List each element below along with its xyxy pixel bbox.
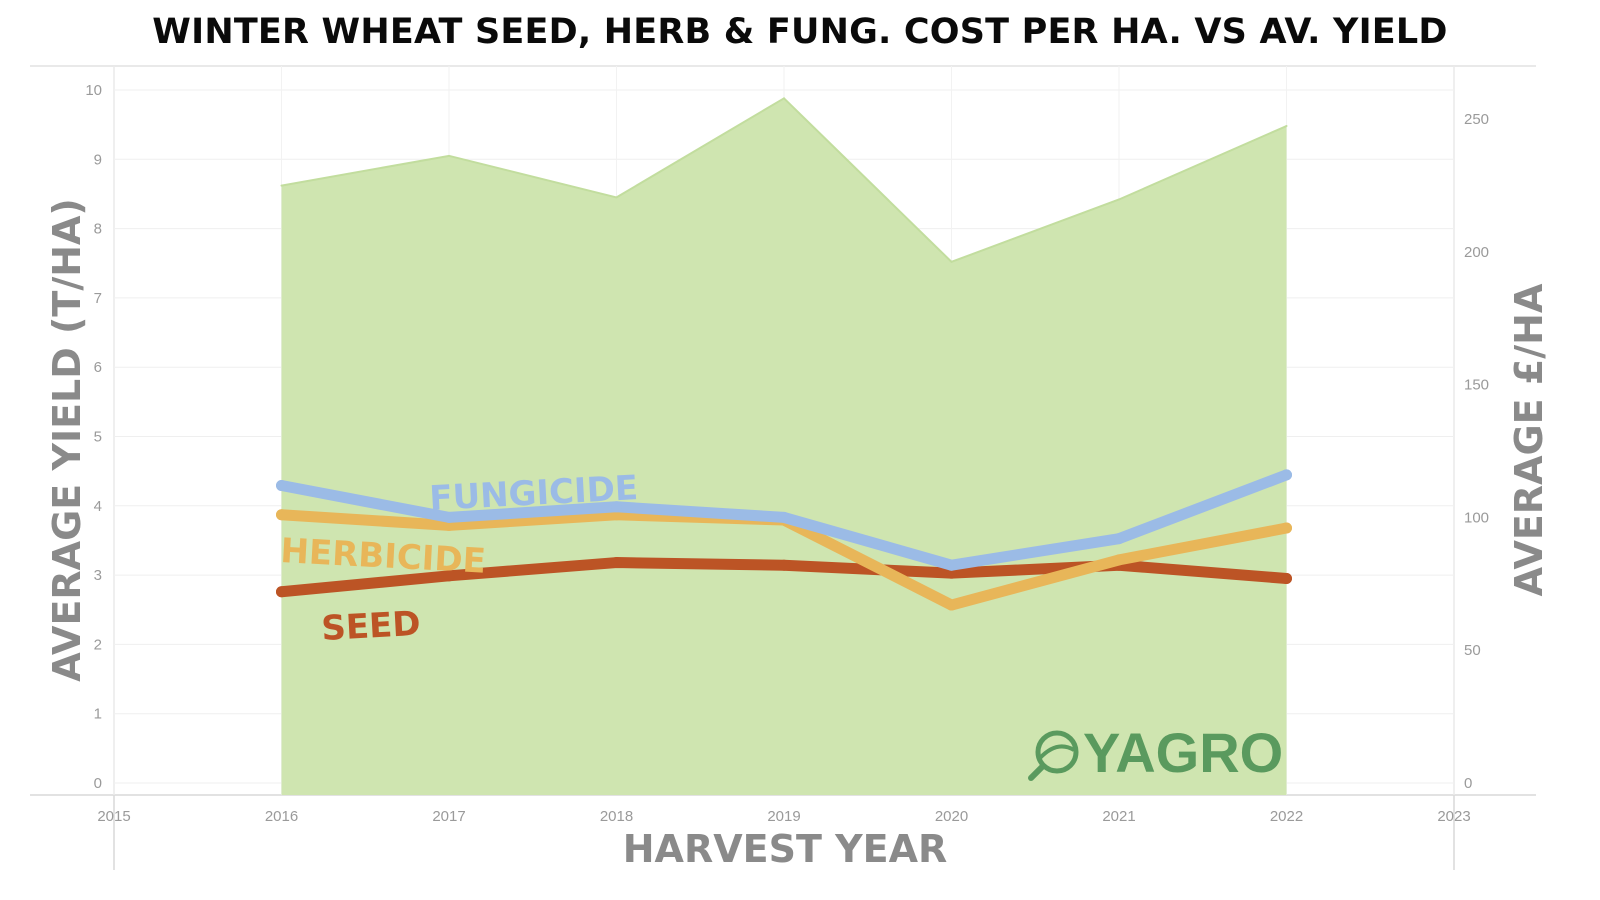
chart-title: WINTER WHEAT SEED, HERB & FUNG. COST PER… bbox=[152, 12, 1448, 52]
y-right-tick-label: 200 bbox=[1464, 244, 1489, 261]
magnifier-leaf-icon bbox=[1028, 730, 1079, 781]
point-fungicide-2016 bbox=[276, 480, 287, 492]
yield-area-layer bbox=[280, 97, 1288, 796]
point-fungicide-2022 bbox=[1281, 469, 1292, 481]
point-seed-2017 bbox=[443, 570, 455, 582]
yield-area bbox=[281, 98, 1287, 796]
yield-point-2016 bbox=[280, 184, 283, 187]
x-tick-label: 2021 bbox=[1102, 808, 1135, 825]
y-left-tick-label: 0 bbox=[94, 775, 102, 792]
point-seed-2022 bbox=[1281, 572, 1292, 584]
point-seed-2020 bbox=[946, 567, 957, 579]
point-herbicide-2016 bbox=[276, 509, 287, 521]
point-fungicide-2021 bbox=[1113, 533, 1125, 545]
y-left-tick-label: 7 bbox=[94, 290, 102, 307]
yield-point-2019 bbox=[783, 97, 785, 100]
cost-lines-layer bbox=[276, 469, 1292, 611]
x-tick-label: 2020 bbox=[935, 808, 968, 825]
yagro-logo: YAGRO bbox=[1028, 721, 1283, 784]
y-right-tick-label: 150 bbox=[1464, 377, 1489, 394]
y-right-tick-label: 100 bbox=[1464, 509, 1489, 526]
y-left-tick-label: 3 bbox=[94, 567, 102, 584]
y-left-tick-label: 8 bbox=[94, 221, 102, 238]
y-left-tick-label: 9 bbox=[94, 151, 102, 168]
yield-point-2018 bbox=[615, 196, 618, 199]
x-tick-label: 2018 bbox=[600, 808, 633, 825]
y-left-tick-label: 2 bbox=[94, 636, 102, 653]
point-fungicide-2018 bbox=[611, 501, 622, 513]
x-tick-label: 2022 bbox=[1270, 808, 1303, 825]
point-seed-2018 bbox=[611, 557, 622, 569]
point-herbicide-2021 bbox=[1113, 554, 1125, 566]
point-fungicide-2017 bbox=[443, 511, 455, 523]
x-tick-label: 2019 bbox=[767, 808, 800, 825]
tick-labels-layer: 2015 2016 2017 2018 2019 2020 2021 2022 2023 0 1 2 3… bbox=[85, 82, 1489, 825]
y-left-axis-title: AVERAGE YIELD (T/HA) bbox=[45, 198, 89, 682]
x-tick-label: 2017 bbox=[432, 808, 465, 825]
y-right-tick-label: 0 bbox=[1464, 775, 1472, 792]
point-seed-2016 bbox=[276, 586, 287, 598]
y-right-axis-title: AVERAGE £/HA bbox=[1507, 283, 1551, 596]
point-herbicide-2022 bbox=[1281, 522, 1292, 534]
y-left-tick-label: 10 bbox=[85, 82, 102, 99]
yield-point-2017 bbox=[448, 154, 450, 157]
yield-point-2020 bbox=[950, 260, 953, 263]
y-left-tick-label: 5 bbox=[94, 429, 102, 446]
point-fungicide-2019 bbox=[778, 511, 790, 523]
y-left-tick-label: 6 bbox=[94, 359, 102, 376]
x-axis-title: HARVEST YEAR bbox=[623, 827, 948, 871]
x-tick-label: 2023 bbox=[1437, 808, 1470, 825]
point-seed-2019 bbox=[778, 559, 790, 571]
y-right-tick-label: 250 bbox=[1464, 111, 1489, 128]
point-fungicide-2020 bbox=[946, 559, 957, 571]
y-right-tick-label: 50 bbox=[1464, 642, 1481, 659]
brand-wordmark: YAGRO bbox=[1083, 721, 1283, 784]
y-left-tick-label: 1 bbox=[94, 706, 102, 723]
yield-point-2022 bbox=[1285, 125, 1288, 128]
yield-point-2021 bbox=[1118, 198, 1120, 201]
series-label-seed: SEED bbox=[320, 604, 421, 649]
y-left-tick-label: 4 bbox=[94, 498, 102, 515]
x-tick-label: 2016 bbox=[265, 808, 298, 825]
x-tick-label: 2015 bbox=[97, 808, 130, 825]
point-herbicide-2020 bbox=[946, 599, 957, 611]
